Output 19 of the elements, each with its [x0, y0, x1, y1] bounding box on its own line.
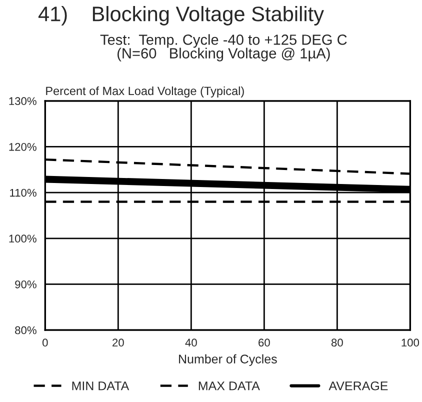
y-tick-label: 130%: [9, 97, 36, 106]
y-tick-label: 100%: [9, 234, 36, 243]
chart-title: 41) Blocking Voltage Stability: [38, 6, 324, 26]
chart-subtitle: Test: Temp. Cycle -40 to +125 DEG C (N=60 Blocking Voltage @ 1µA): [100, 34, 347, 62]
legend-label: MIN DATA: [72, 382, 130, 390]
x-tick-label: 100: [402, 338, 420, 347]
y-axis-title: Percent of Max Load Voltage (Typical): [46, 86, 244, 98]
y-tick-label: 80%: [15, 326, 36, 334]
y-tick-label: 90%: [15, 280, 36, 288]
legend-label: AVERAGE: [328, 381, 388, 390]
x-tick-label: 60: [258, 338, 270, 347]
x-tick-label: 20: [112, 338, 124, 347]
x-tick-label: 0: [42, 338, 48, 347]
x-axis-title: Number of Cycles: [179, 354, 277, 366]
x-tick-label: 80: [331, 338, 343, 347]
y-tick-label: 120%: [9, 142, 36, 151]
y-tick-label: 110%: [10, 188, 36, 197]
legend-label: MAX DATA: [198, 382, 260, 390]
x-tick-label: 40: [185, 338, 197, 347]
